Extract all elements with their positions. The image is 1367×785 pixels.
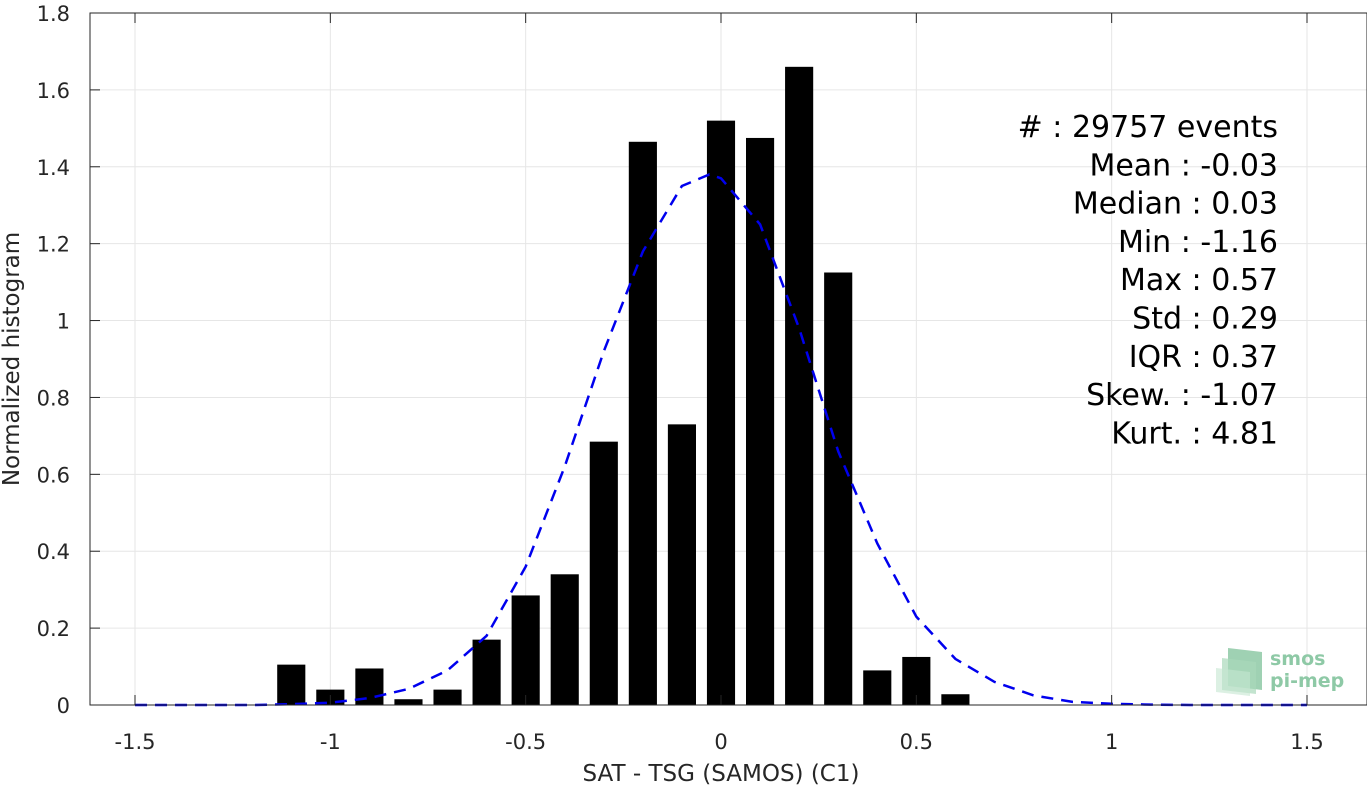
- histogram-bar: [433, 689, 462, 705]
- y-tick-label: 1.4: [37, 156, 70, 180]
- y-tick-label: 0: [57, 694, 70, 718]
- y-tick-label: 1.8: [37, 2, 70, 26]
- histogram-bar: [511, 595, 540, 705]
- y-tick-label: 0.6: [37, 463, 70, 487]
- y-tick-label: 1.2: [37, 233, 70, 257]
- x-tick-label: 1.5: [1290, 730, 1323, 754]
- x-tick-label: 1: [1105, 730, 1118, 754]
- y-axis-label: Normalized histogram: [0, 232, 25, 486]
- histogram-bar: [746, 137, 775, 705]
- x-tick-label: 0: [714, 730, 727, 754]
- histogram-bar: [863, 670, 892, 705]
- stats-line: Std : 0.29: [1132, 302, 1278, 337]
- x-tick-label: -1.5: [115, 730, 156, 754]
- fit-curve-layer: [135, 173, 1307, 707]
- histogram-bar: [472, 639, 501, 705]
- histogram-bar: [277, 664, 306, 705]
- stats-line: Min : -1.16: [1118, 225, 1278, 260]
- histogram-bar: [706, 120, 736, 705]
- y-tick-label: 0.8: [37, 386, 70, 410]
- stats-line: Median : 0.03: [1073, 187, 1278, 222]
- histogram-bars: [277, 66, 970, 706]
- smos-pimep-logo: smos pi-mep: [1216, 648, 1344, 696]
- y-tick-label: 1.6: [37, 79, 70, 103]
- histogram-bar: [667, 424, 696, 705]
- logo-mark-icon: [1216, 648, 1262, 696]
- plot-frame: [89, 12, 1367, 706]
- logo-text-pimep: pi-mep: [1270, 670, 1344, 692]
- x-tick-label: -1: [320, 730, 341, 754]
- stats-line: Max : 0.57: [1120, 263, 1278, 298]
- stats-line: # : 29757 events: [1018, 110, 1278, 145]
- histogram-bar: [394, 699, 423, 705]
- y-tick-label: 0.2: [37, 617, 70, 641]
- x-tick-label: 0.5: [900, 730, 933, 754]
- histogram-bar: [589, 441, 618, 705]
- logo-text-smos: smos: [1270, 648, 1325, 670]
- histogram-bar: [824, 272, 853, 705]
- histogram-bar: [941, 694, 970, 705]
- y-tick-label: 0.4: [37, 540, 70, 564]
- stats-line: IQR : 0.37: [1129, 340, 1278, 375]
- x-axis-label: SAT - TSG (SAMOS) (C1): [583, 761, 860, 785]
- stats-line: Kurt. : 4.81: [1111, 416, 1278, 451]
- histogram-bar: [628, 141, 657, 706]
- stats-line: Mean : -0.03: [1089, 148, 1278, 183]
- histogram-bar: [785, 66, 814, 706]
- histogram-bar: [550, 574, 579, 705]
- fit-curve-line: [135, 173, 1307, 707]
- axis-ticks: -1.5 -1 -0.5 0 0.5 1 1.5 0 0.2 0.4 0.6 0.8 1 1.2 1.4 1.…: [37, 2, 1324, 754]
- y-tick-label: 1: [57, 310, 70, 334]
- stats-line: Skew. : -1.07: [1086, 378, 1278, 413]
- x-tick-label: -0.5: [505, 730, 546, 754]
